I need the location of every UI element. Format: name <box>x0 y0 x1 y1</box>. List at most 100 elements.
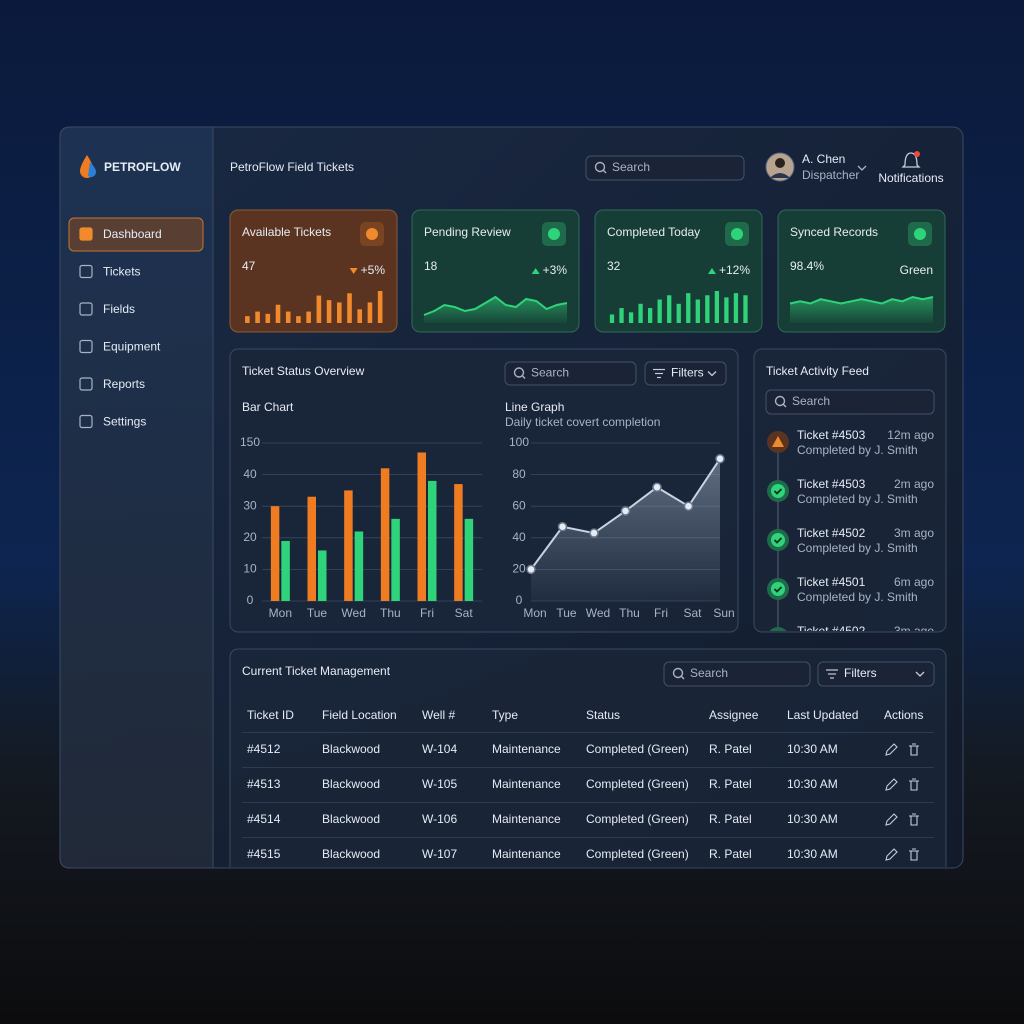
spark-bar <box>377 291 383 323</box>
spark-bar <box>628 312 634 323</box>
bar <box>344 490 353 601</box>
kpi-delta: +3% <box>543 263 568 277</box>
search-box[interactable]: Search <box>765 389 935 415</box>
nav-item[interactable]: Fields <box>103 302 135 316</box>
delete-icon[interactable] <box>909 813 919 826</box>
avatar-body <box>770 173 790 178</box>
x-tick-label: Sat <box>683 606 702 620</box>
search-field[interactable] <box>585 155 745 181</box>
x-tick-label: Thu <box>619 606 640 620</box>
search-field[interactable] <box>504 361 637 386</box>
filters-bg[interactable] <box>817 661 935 687</box>
y-tick-label: 20 <box>243 530 257 544</box>
spark-bar <box>367 302 373 323</box>
search-field[interactable] <box>663 661 811 687</box>
cell: Completed (Green) <box>586 812 689 826</box>
chevron <box>857 165 867 171</box>
spark-bar <box>357 309 363 323</box>
search-box[interactable]: Search <box>585 155 745 181</box>
check-glyph <box>773 537 783 544</box>
chevron <box>707 371 717 377</box>
panel-title: Current Ticket Management <box>242 664 391 678</box>
search-placeholder: Search <box>690 666 728 680</box>
cell: R. Patel <box>709 742 752 756</box>
nav-icon <box>79 339 93 354</box>
bell-icon[interactable] <box>901 152 921 168</box>
user-role: Dispatcher <box>802 168 859 182</box>
cell: #4515 <box>247 847 281 861</box>
search-icon-handle <box>680 675 685 680</box>
line-point <box>683 501 694 511</box>
nav-item[interactable]: Reports <box>103 377 145 391</box>
page-title: PetroFlow Field Tickets <box>230 160 354 174</box>
filters-bg[interactable] <box>644 361 727 386</box>
nav-icon <box>79 264 93 279</box>
nav-active[interactable] <box>68 217 204 252</box>
y-tick-label: 60 <box>512 498 526 512</box>
check-glyph <box>773 488 783 495</box>
column-header: Assignee <box>709 708 759 722</box>
column-header: Ticket ID <box>247 708 294 722</box>
cell: Completed (Green) <box>586 777 689 791</box>
nav-item[interactable]: Tickets <box>103 265 141 279</box>
bar <box>270 506 280 601</box>
y-tick-label: 0 <box>247 593 254 607</box>
bar <box>417 452 426 601</box>
delete-icon[interactable] <box>909 848 919 861</box>
delete-icon[interactable] <box>909 743 919 756</box>
y-tick-label: 40 <box>512 530 526 544</box>
feed-ticket: Ticket #4501 <box>797 575 866 589</box>
kpi-icon-glyph <box>914 228 926 240</box>
kpi-title: Pending Review <box>424 225 511 239</box>
cell: Maintenance <box>492 812 561 826</box>
kpi-icon-glyph <box>548 228 560 240</box>
filters-button[interactable]: Filters <box>644 361 727 386</box>
kpi-value: 32 <box>607 259 621 273</box>
cell: 10:30 AM <box>787 742 838 756</box>
bar <box>454 484 463 601</box>
spark-line <box>789 295 934 305</box>
spark-bar <box>705 295 710 323</box>
cell: W-104 <box>422 742 457 756</box>
nav-item[interactable]: Dashboard <box>103 227 162 241</box>
delete-icon[interactable] <box>909 778 919 791</box>
spark-bar <box>609 314 615 323</box>
spark-bar <box>255 311 260 323</box>
cell: R. Patel <box>709 777 752 791</box>
cell: Maintenance <box>492 847 561 861</box>
spark-bar <box>743 295 748 323</box>
kpi-title: Completed Today <box>607 225 700 239</box>
y-tick-label: 150 <box>240 435 260 449</box>
nav-item[interactable]: Settings <box>103 415 146 429</box>
avatar-head <box>775 158 785 168</box>
spark-bar <box>647 308 653 323</box>
edit-icon[interactable] <box>885 813 898 826</box>
cell: 10:30 AM <box>787 847 838 861</box>
chart-title: Bar Chart <box>242 400 294 414</box>
edit-icon[interactable] <box>885 743 898 756</box>
nav-icon <box>79 377 93 391</box>
nav-icon <box>79 414 93 429</box>
x-tick-label: Sat <box>455 606 474 620</box>
nav-item[interactable]: Equipment <box>103 340 161 354</box>
bar <box>354 531 364 601</box>
feed-ticket: Ticket #4503 <box>797 428 866 442</box>
line-point <box>652 482 662 492</box>
search-field[interactable] <box>765 389 935 415</box>
filters-button[interactable]: Filters <box>817 661 935 687</box>
y-tick-label: 30 <box>243 498 257 512</box>
column-header: Actions <box>884 708 923 722</box>
line-point <box>715 454 725 464</box>
spark-bar <box>733 293 739 323</box>
kpi-value: 47 <box>242 259 256 273</box>
edit-icon[interactable] <box>885 778 898 791</box>
chevron <box>915 671 925 677</box>
spark-bar <box>265 313 271 323</box>
feed-time: 3m ago <box>894 624 934 638</box>
search-box[interactable]: Search <box>504 361 637 386</box>
y-tick-label: 80 <box>512 467 526 481</box>
edit-icon[interactable] <box>885 848 898 861</box>
search-box[interactable]: Search <box>663 661 811 687</box>
